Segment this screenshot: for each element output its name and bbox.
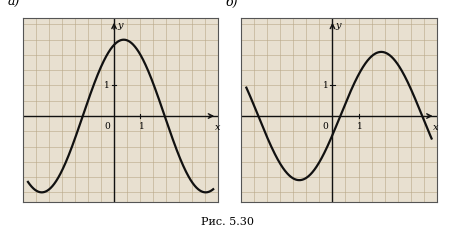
Text: 0: 0 xyxy=(323,122,329,131)
Text: y: y xyxy=(336,21,341,30)
Text: б): б) xyxy=(226,0,238,9)
Text: 1: 1 xyxy=(104,81,110,90)
Text: 1: 1 xyxy=(139,122,144,131)
Text: 1: 1 xyxy=(357,122,363,131)
Text: x: x xyxy=(214,123,220,132)
Text: 1: 1 xyxy=(323,81,329,90)
Text: y: y xyxy=(117,21,123,30)
Text: а): а) xyxy=(7,0,20,9)
Text: Рис. 5.30: Рис. 5.30 xyxy=(201,217,254,227)
Text: x: x xyxy=(433,123,438,132)
Text: 0: 0 xyxy=(104,122,110,131)
